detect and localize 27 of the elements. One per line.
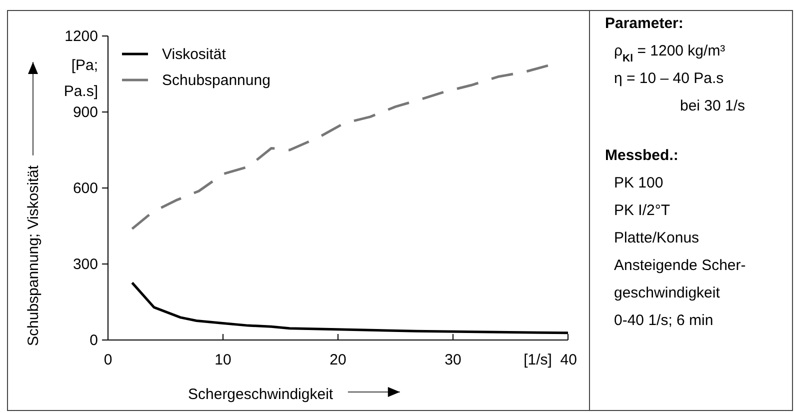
y-tick-label: 600 xyxy=(72,180,98,197)
y-tick-label: 300 xyxy=(72,256,98,273)
legend-label: Schubspannung xyxy=(162,72,270,89)
text: Ansteigende Scher- xyxy=(614,257,746,274)
text: Platte/Konus xyxy=(614,230,700,246)
x-tick-label: [1/s] 40 xyxy=(524,352,577,369)
y-tick-label: 0 xyxy=(90,332,98,349)
text: bei 30 1/s xyxy=(680,98,746,114)
text: [Pa; Pa.s] xyxy=(64,57,98,100)
x-tick-label: 0 xyxy=(104,352,112,369)
text: ρ$_{Kl}$ = 1200 kg/m³ xyxy=(614,42,726,64)
legend-label: Viskosität xyxy=(162,46,227,63)
text: PK I/2°T xyxy=(614,202,670,219)
text: PK 100 xyxy=(614,174,664,192)
text: geschwindigkeit xyxy=(614,284,721,302)
y-tick-label: 1200 xyxy=(64,28,98,45)
x-tick-label: 20 xyxy=(330,352,346,369)
text: η = 10 – 40 Pa.s xyxy=(614,70,724,87)
text: Parameter: xyxy=(605,15,684,32)
text: Messbed.: xyxy=(605,147,678,164)
y-axis-title: Schubspannung; Viskosität xyxy=(25,164,42,346)
x-tick-label: 30 xyxy=(444,352,462,369)
x-axis-title: Schergeschwindigkeit xyxy=(188,386,334,403)
y-tick-label: 900 xyxy=(72,104,98,121)
text: 0-40 1/s; 6 min xyxy=(614,312,714,329)
line-series xyxy=(130,64,551,230)
x-tick-label: 10 xyxy=(214,352,232,369)
